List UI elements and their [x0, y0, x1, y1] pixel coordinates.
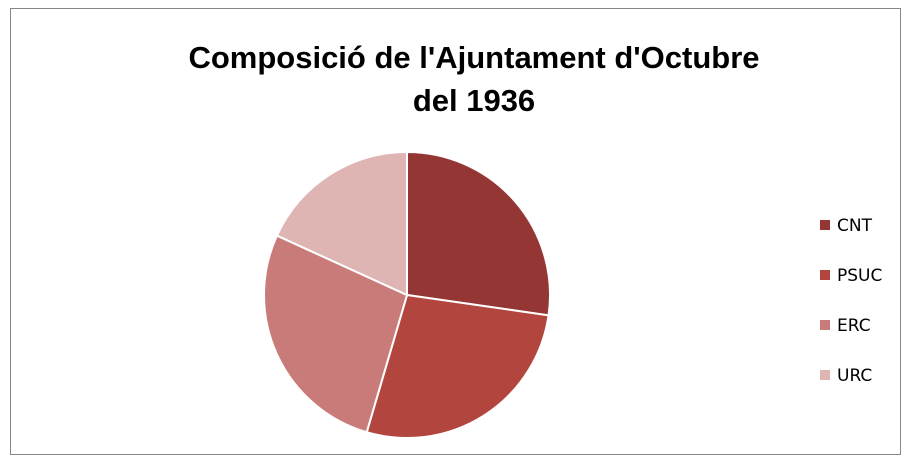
legend-label: CNT	[837, 216, 873, 236]
legend-swatch	[820, 220, 830, 230]
legend-label: ERC	[837, 316, 871, 336]
chart-title: Composició de l'Ajuntament d'Octubre	[188, 40, 759, 75]
pie-slice	[406, 150, 551, 317]
legend-swatch	[820, 270, 830, 280]
legend-label: PSUC	[837, 266, 882, 286]
legend-swatch	[820, 320, 830, 330]
pie-slice	[365, 293, 550, 439]
pie-slice	[275, 150, 408, 297]
chart-title: del 1936	[413, 83, 535, 118]
legend-label: URC	[837, 366, 872, 386]
pie-slice	[263, 234, 409, 434]
legend-swatch	[820, 370, 830, 380]
